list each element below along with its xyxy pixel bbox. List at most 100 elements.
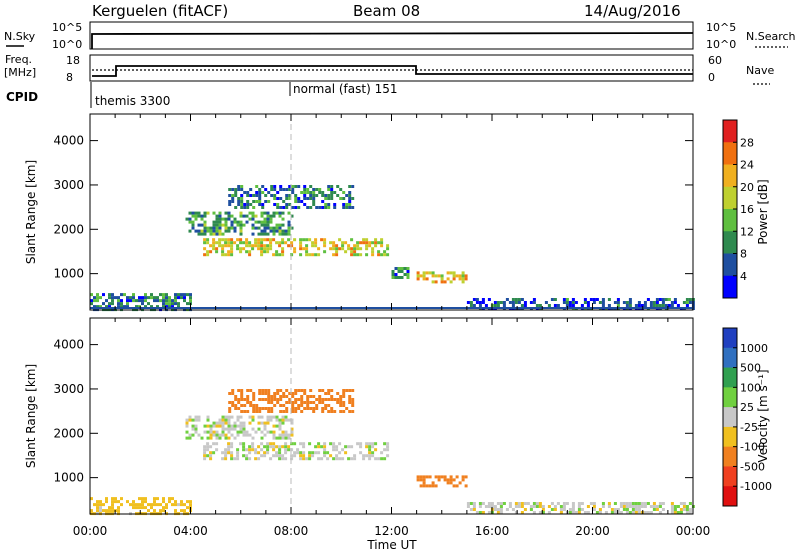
echo-cell bbox=[294, 206, 298, 209]
echo-cell bbox=[263, 433, 267, 437]
echo-cell bbox=[317, 442, 321, 446]
echo-cell bbox=[117, 500, 120, 504]
echo-cell bbox=[269, 430, 273, 434]
echo-cell bbox=[592, 298, 596, 301]
echo-cell bbox=[144, 500, 147, 504]
echo-cell bbox=[550, 298, 554, 301]
echo-cell bbox=[171, 497, 174, 501]
echo-cell bbox=[577, 511, 581, 514]
echo-cell bbox=[221, 421, 225, 425]
echo-cell bbox=[273, 392, 277, 395]
echo-cell bbox=[416, 274, 420, 278]
echo-cell bbox=[308, 454, 312, 458]
echo-cell bbox=[254, 238, 258, 242]
nsky-tick-top: 10^5 bbox=[52, 21, 82, 34]
echo-cell bbox=[245, 220, 249, 224]
echo-cell bbox=[443, 280, 447, 284]
echo-cell bbox=[228, 410, 232, 413]
echo-cell bbox=[312, 200, 316, 203]
echo-cell bbox=[251, 226, 255, 230]
echo-cell bbox=[339, 188, 343, 191]
echo-cell bbox=[249, 404, 253, 407]
echo-cell bbox=[227, 427, 231, 431]
echo-cell bbox=[212, 430, 216, 434]
echo-cell bbox=[278, 253, 282, 257]
echo-cell bbox=[324, 404, 328, 407]
echo-cell bbox=[574, 511, 578, 514]
echo-cell bbox=[374, 241, 378, 245]
echo-cell bbox=[309, 395, 313, 398]
echo-cell bbox=[147, 302, 150, 306]
echo-cell bbox=[434, 274, 438, 278]
echo-cell bbox=[342, 395, 346, 398]
echo-cell bbox=[400, 276, 404, 279]
echo-cell bbox=[240, 398, 244, 401]
echo-cell bbox=[317, 247, 321, 251]
echo-cell bbox=[215, 430, 219, 434]
echo-cell bbox=[649, 301, 653, 304]
echo-cell bbox=[562, 505, 566, 508]
echo-cell bbox=[568, 508, 572, 511]
echo-cell bbox=[230, 451, 234, 455]
echo-cell bbox=[245, 454, 249, 458]
echo-cell bbox=[242, 427, 246, 431]
echo-cell bbox=[108, 509, 111, 513]
echo-cell bbox=[391, 273, 395, 276]
echo-cell bbox=[120, 293, 123, 297]
echo-cell bbox=[348, 398, 352, 401]
echo-cell bbox=[243, 206, 247, 209]
echo-cell bbox=[269, 214, 273, 218]
echo-cell bbox=[227, 244, 231, 248]
echo-cell bbox=[243, 398, 247, 401]
echo-cell bbox=[397, 270, 401, 273]
echo-cell bbox=[111, 497, 114, 501]
echo-cell bbox=[303, 401, 307, 404]
echo-cell bbox=[260, 442, 264, 446]
echo-cell bbox=[380, 244, 384, 248]
echo-cell bbox=[323, 244, 327, 248]
y-tick-label: 1000 bbox=[53, 471, 84, 485]
echo-cell bbox=[428, 484, 432, 488]
echo-cell bbox=[132, 293, 135, 297]
echo-cell bbox=[631, 511, 635, 514]
echo-cell bbox=[344, 250, 348, 254]
time-x-axis: 00:00 04:00 08:00 12:00 16:00 20:00 00:00 bbox=[73, 524, 711, 538]
echo-cell bbox=[670, 511, 674, 514]
echo-cell bbox=[330, 389, 334, 392]
echo-cell bbox=[215, 448, 219, 452]
echo-cell bbox=[305, 253, 309, 257]
echo-cell bbox=[141, 503, 144, 507]
echo-cell bbox=[245, 214, 249, 218]
echo-cell bbox=[282, 188, 286, 191]
echo-cell bbox=[583, 298, 587, 301]
echo-cell bbox=[338, 451, 342, 455]
echo-cell bbox=[452, 271, 456, 275]
echo-cell bbox=[321, 410, 325, 413]
echo-cell bbox=[348, 203, 352, 206]
echo-cell bbox=[261, 206, 265, 209]
echo-cell bbox=[194, 427, 198, 431]
echo-cell bbox=[309, 191, 313, 194]
echo-cell bbox=[276, 203, 280, 206]
echo-cell bbox=[272, 445, 276, 449]
nave-label: Nave bbox=[746, 64, 774, 77]
echo-cell bbox=[200, 214, 204, 218]
echo-cell bbox=[327, 398, 331, 401]
echo-cell bbox=[263, 220, 267, 224]
echo-cell bbox=[281, 418, 285, 422]
echo-cell bbox=[267, 392, 271, 395]
echo-cell bbox=[227, 229, 231, 233]
echo-cell bbox=[299, 247, 303, 251]
echo-cell bbox=[263, 211, 267, 215]
colorbar-tick-label: -25 bbox=[740, 421, 758, 434]
echo-cell bbox=[260, 436, 264, 440]
echo-cell bbox=[194, 430, 198, 434]
echo-cell bbox=[359, 445, 363, 449]
echo-cell bbox=[440, 277, 444, 281]
echo-cell bbox=[243, 410, 247, 413]
echo-cell bbox=[90, 497, 93, 501]
echo-cell bbox=[449, 478, 453, 482]
echo-cell bbox=[233, 217, 237, 221]
echo-cell bbox=[230, 226, 234, 230]
